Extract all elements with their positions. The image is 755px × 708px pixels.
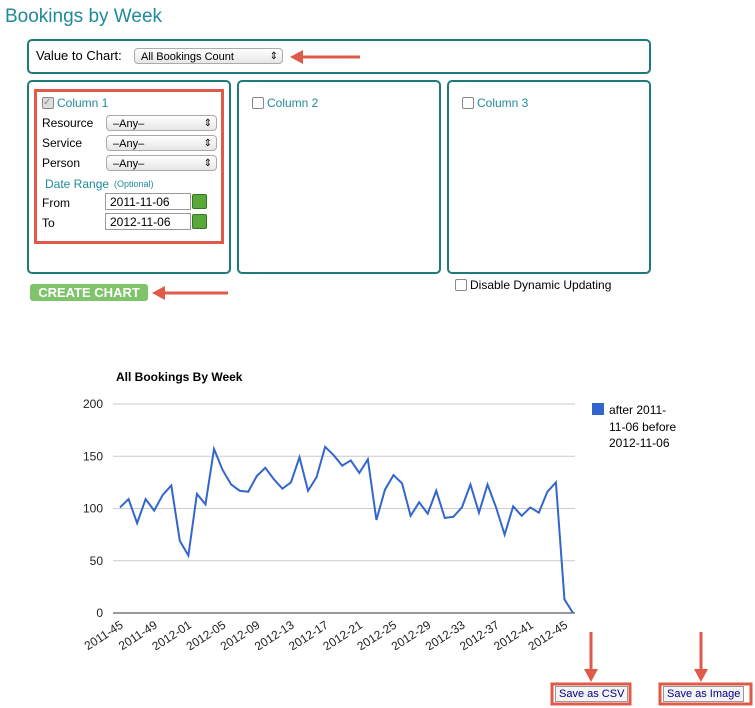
to-label: To <box>42 216 55 230</box>
x-tick-label: 2012-33 <box>423 618 468 650</box>
x-tick-label: 2011-45 <box>82 618 126 650</box>
highlight <box>34 89 224 244</box>
to-input[interactable]: 2012-11-06 <box>105 213 191 230</box>
chart: All Bookings By Week0501001502002011-452… <box>82 370 604 650</box>
field-select[interactable]: –Any– <box>106 115 217 132</box>
value-box <box>27 39 651 74</box>
page-title: Bookings by Week <box>5 6 163 27</box>
x-tick-label: 2012-13 <box>252 618 297 650</box>
field-select[interactable]: –Any– <box>106 155 217 172</box>
column-label: Column 1 <box>57 96 109 110</box>
column-box <box>447 80 651 274</box>
checkbox[interactable] <box>455 279 467 291</box>
x-tick-label: 2012-37 <box>457 618 502 650</box>
checkbox[interactable] <box>252 97 264 109</box>
field-label: Resource <box>42 116 94 130</box>
y-tick-label: 0 <box>96 606 103 620</box>
legend-swatch <box>592 403 604 415</box>
x-tick-label: 2012-17 <box>286 618 331 650</box>
calendar-icon[interactable] <box>192 194 207 209</box>
x-tick-label: 2012-25 <box>355 618 400 650</box>
field-label: Person <box>42 156 81 170</box>
column-box <box>27 80 231 274</box>
value-select[interactable]: All Bookings Count <box>134 48 283 65</box>
checkbox[interactable] <box>462 97 474 109</box>
field-select[interactable]: –Any– <box>106 135 217 152</box>
create-button[interactable]: CREATE CHART <box>30 284 148 301</box>
value-label: Value to Chart: <box>36 48 122 63</box>
chart-title: All Bookings By Week <box>116 370 243 384</box>
y-tick-label: 100 <box>83 502 103 516</box>
date-range-label: Date Range <box>45 177 110 191</box>
line <box>119 444 574 614</box>
legend-label: after 2011-11-06 before 2012-11-06 <box>609 403 677 450</box>
x-tick-label: 2012-45 <box>526 618 571 650</box>
x-tick-label: 2012-09 <box>218 618 263 650</box>
x-tick-label: 2011-49 <box>116 618 160 650</box>
x-tick-label: 2012-01 <box>149 618 194 650</box>
disable-label: Disable Dynamic Updating <box>470 278 612 292</box>
column-label: Column 2 <box>267 96 319 110</box>
field-label: Service <box>42 136 83 150</box>
x-tick-label: 2012-21 <box>320 618 365 650</box>
x-tick-label: 2012-29 <box>389 618 434 650</box>
y-tick-label: 50 <box>90 554 104 568</box>
y-tick-label: 150 <box>83 449 103 463</box>
from-input[interactable]: 2011-11-06 <box>105 193 191 210</box>
date-range-note: (Optional) <box>114 179 154 189</box>
checkbox[interactable]: ✓ <box>42 97 54 109</box>
from-label: From <box>42 196 70 210</box>
x-tick-label: 2012-41 <box>491 618 536 650</box>
column-box <box>237 80 441 274</box>
save-image-button[interactable]: Save as Image <box>663 686 745 702</box>
x-tick-label: 2012-05 <box>184 618 229 650</box>
calendar-icon[interactable] <box>192 214 207 229</box>
column-label: Column 3 <box>477 96 529 110</box>
save-csv-button[interactable]: Save as CSV <box>555 686 629 702</box>
y-tick-label: 200 <box>83 397 103 411</box>
